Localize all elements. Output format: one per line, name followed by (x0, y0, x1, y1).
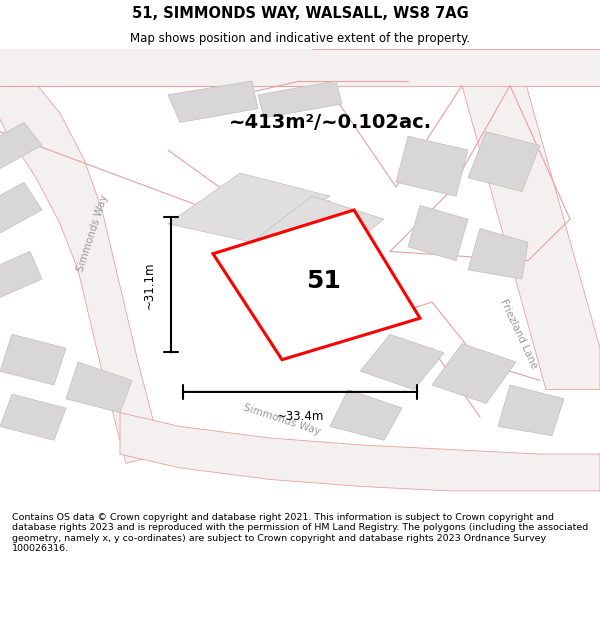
Polygon shape (213, 210, 420, 359)
Text: 51, SIMMONDS WAY, WALSALL, WS8 7AG: 51, SIMMONDS WAY, WALSALL, WS8 7AG (131, 6, 469, 21)
Text: ~31.1m: ~31.1m (143, 261, 156, 309)
Polygon shape (360, 334, 444, 389)
Text: Simmonds Way: Simmonds Way (242, 402, 322, 437)
Polygon shape (468, 132, 540, 191)
Polygon shape (468, 228, 528, 279)
Text: Simmonds Way: Simmonds Way (76, 193, 110, 272)
Polygon shape (0, 334, 66, 385)
Polygon shape (432, 344, 516, 403)
Text: Map shows position and indicative extent of the property.: Map shows position and indicative extent… (130, 31, 470, 44)
Text: ~33.4m: ~33.4m (277, 411, 323, 423)
Polygon shape (258, 81, 342, 118)
Polygon shape (168, 173, 330, 242)
Polygon shape (0, 49, 600, 86)
Polygon shape (66, 362, 132, 413)
Polygon shape (0, 182, 42, 233)
Polygon shape (0, 122, 42, 169)
Polygon shape (0, 58, 162, 463)
Polygon shape (0, 49, 312, 86)
Polygon shape (498, 385, 564, 436)
Text: 51: 51 (306, 269, 341, 292)
Polygon shape (252, 196, 384, 261)
Text: ~413m²/~0.102ac.: ~413m²/~0.102ac. (229, 113, 431, 132)
Polygon shape (120, 412, 600, 491)
Text: Friezland Lane: Friezland Lane (499, 298, 539, 371)
Polygon shape (0, 251, 42, 298)
Polygon shape (396, 136, 468, 196)
Polygon shape (0, 394, 66, 440)
Polygon shape (462, 49, 600, 389)
Polygon shape (330, 389, 402, 440)
Polygon shape (408, 206, 468, 261)
Text: Contains OS data © Crown copyright and database right 2021. This information is : Contains OS data © Crown copyright and d… (12, 513, 588, 553)
Polygon shape (168, 81, 258, 122)
